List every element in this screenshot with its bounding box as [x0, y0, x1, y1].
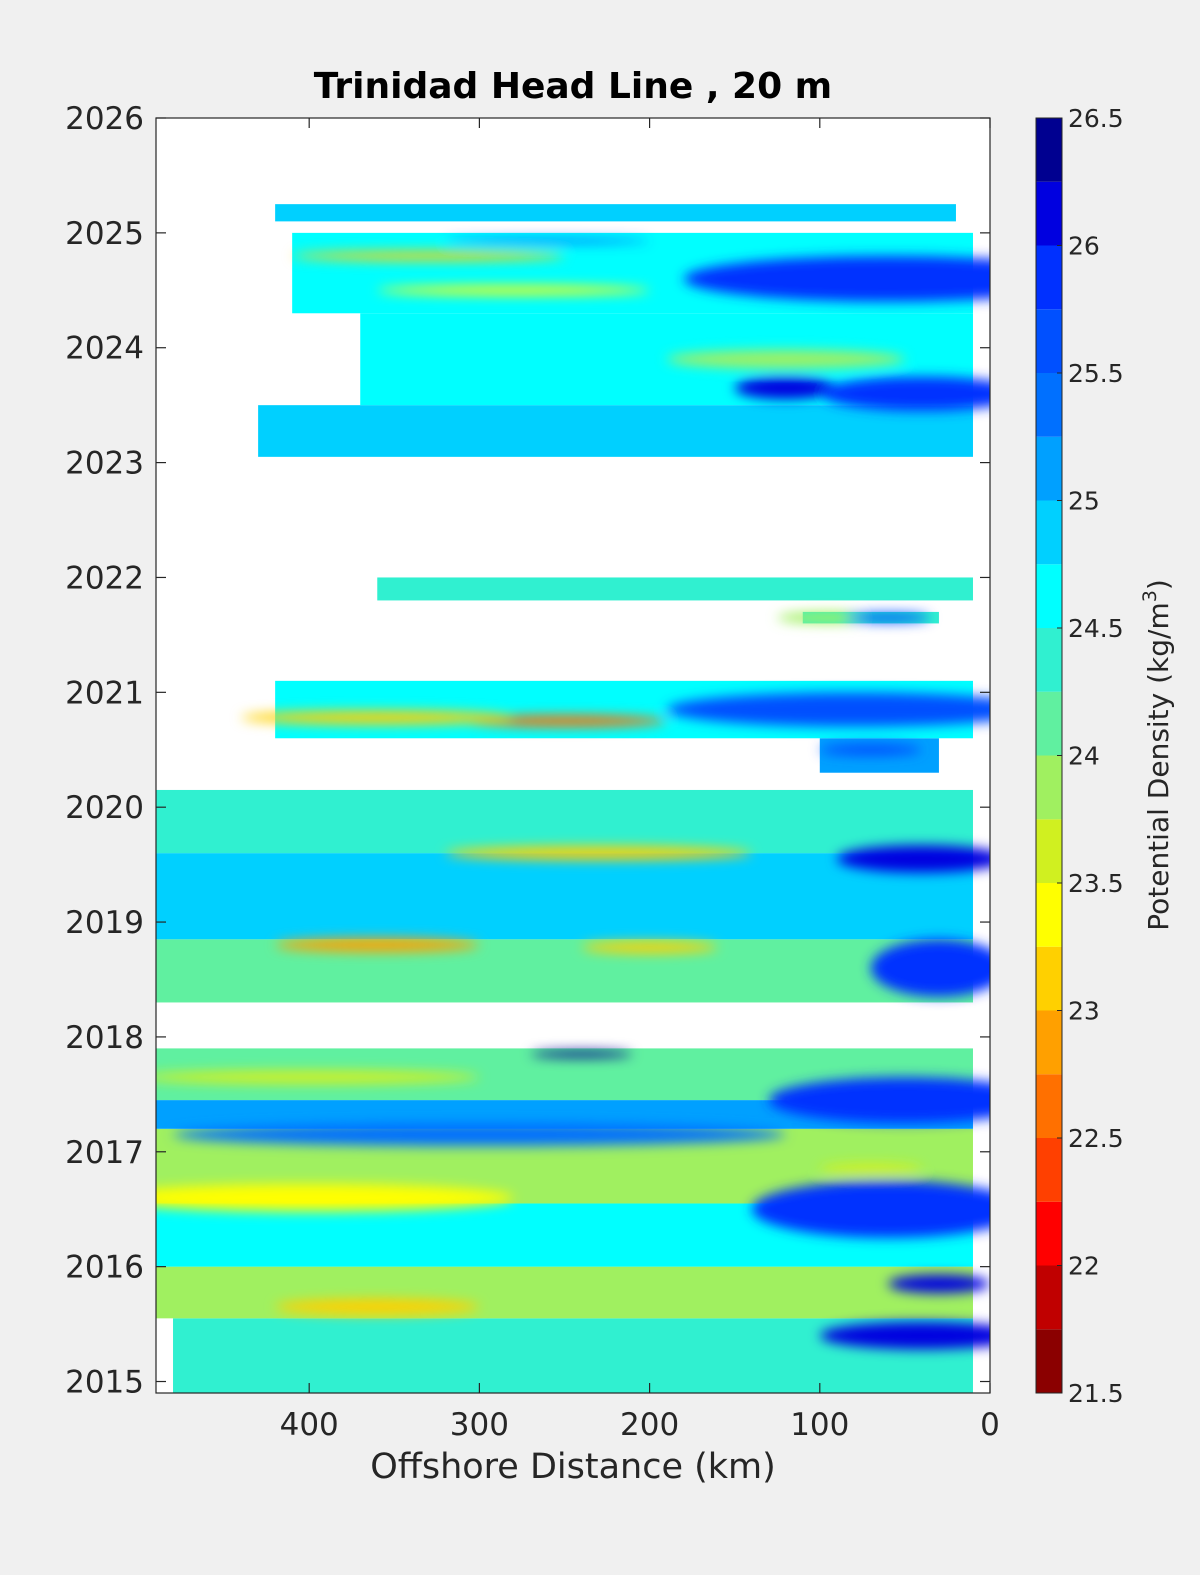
- density-feature-24: [683, 255, 990, 302]
- density-feature-27: [445, 238, 650, 244]
- colorbar-tick-label-25.5: 25.5: [1068, 359, 1124, 388]
- colorbar-tick-label-23: 23: [1068, 997, 1100, 1026]
- x-tick-label-400: 400: [280, 1407, 339, 1443]
- x-axis-label: Offshore Distance (km): [370, 1447, 776, 1487]
- plot-frame: [155, 117, 991, 1394]
- density-feature-23: [666, 350, 905, 369]
- x-tick-label-200: 200: [620, 1407, 679, 1443]
- colorbar-swatch-6: [1036, 946, 1062, 1011]
- survey-band-12: [377, 577, 973, 601]
- y-tick-label-2018: 2018: [65, 1020, 144, 1056]
- y-tick-label-2022: 2022: [65, 560, 144, 596]
- colorbar-swatch-10: [1036, 691, 1062, 756]
- density-feature-18: [819, 744, 922, 756]
- colorbar-swatch-17: [1036, 245, 1062, 310]
- y-tick-label-2020: 2020: [65, 790, 144, 826]
- colorbar: 21.5 22 22.5 23 23.5 24 24.5 25 25.5 26 26.5: [1035, 104, 1124, 1408]
- y-tick-label-2021: 2021: [65, 675, 144, 711]
- x-tick-label-300: 300: [450, 1407, 509, 1443]
- density-feature-14: [445, 846, 752, 861]
- density-feature-2: [887, 1274, 990, 1294]
- density-features: [156, 238, 990, 1350]
- colorbar-tick-label-22.5: 22.5: [1068, 1124, 1124, 1153]
- colorbar-swatch-5: [1036, 1010, 1062, 1075]
- density-feature-22: [819, 376, 990, 411]
- density-feature-11: [581, 941, 718, 954]
- colorbar-tick-label-24.5: 24.5: [1068, 614, 1124, 643]
- colorbar-swatch-15: [1036, 373, 1062, 437]
- colorbar-swatch-4: [1036, 1074, 1062, 1138]
- y-tick-label-2024: 2024: [65, 331, 144, 367]
- colorbar-tick-label-26.5: 26.5: [1068, 104, 1124, 133]
- density-feature-13: [836, 845, 990, 873]
- y-tick-label-2015: 2015: [65, 1365, 144, 1401]
- density-feature-26: [292, 251, 565, 261]
- density-feature-12: [870, 939, 990, 997]
- survey-band-9: [819, 738, 939, 773]
- density-feature-16: [241, 710, 514, 725]
- y-tick-label-2017: 2017: [65, 1135, 144, 1171]
- colorbar-label-main: Potential Density (kg/m: [1142, 602, 1175, 931]
- density-feature-9: [530, 1050, 633, 1058]
- density-feature-25: [377, 285, 650, 295]
- colorbar-swatch-19: [1036, 118, 1062, 182]
- colorbar-label-end: ): [1142, 579, 1175, 590]
- survey-band-13: [258, 405, 973, 457]
- colorbar-tick-label-25: 25: [1068, 487, 1100, 516]
- survey-band-16: [275, 204, 956, 222]
- survey-band-8: [156, 789, 973, 854]
- colorbar-swatch-1: [1036, 1265, 1062, 1330]
- colorbar-swatch-2: [1036, 1201, 1062, 1266]
- density-feature-10: [275, 938, 480, 952]
- colorbar-swatch-12: [1036, 564, 1062, 628]
- colorbar-swatch-13: [1036, 500, 1062, 565]
- colorbar-tick-label-26: 26: [1068, 232, 1100, 261]
- colorbar-swatch-0: [1036, 1329, 1062, 1393]
- density-feature-19: [777, 611, 880, 624]
- survey-band-6: [156, 939, 973, 1003]
- density-feature-3: [751, 1180, 990, 1238]
- density-feature-0: [275, 1298, 480, 1315]
- y-tick-label-2026: 2026: [65, 101, 144, 137]
- density-feature-15: [462, 715, 667, 727]
- survey-band-7: [156, 853, 973, 940]
- y-axis: 2015 2016 2017 2018 2019 2020 2021 2022 2023 2024…: [65, 101, 990, 1401]
- colorbar-swatch-14: [1036, 436, 1062, 501]
- y-tick-label-2023: 2023: [65, 446, 144, 482]
- colorbar-tick-label-23.5: 23.5: [1068, 869, 1124, 898]
- colorbar-swatch-3: [1036, 1138, 1062, 1202]
- colorbar-swatch-7: [1036, 883, 1062, 947]
- density-feature-4: [156, 1183, 514, 1212]
- y-tick-label-2025: 2025: [65, 216, 144, 252]
- x-tick-label-100: 100: [790, 1407, 849, 1443]
- colorbar-swatch-18: [1036, 181, 1062, 246]
- colorbar-label-sup: 3: [1139, 590, 1161, 602]
- density-feature-5: [819, 1163, 922, 1175]
- density-feature-1: [819, 1321, 990, 1350]
- colorbar-tick-label-22: 22: [1068, 1252, 1100, 1281]
- density-feature-17: [666, 692, 990, 727]
- density-feature-8: [156, 1070, 480, 1085]
- colorbar-tick-label-24: 24: [1068, 742, 1100, 771]
- colorbar-label: Potential Density (kg/m3): [1139, 579, 1175, 931]
- y-tick-label-2016: 2016: [65, 1250, 144, 1286]
- chart-title: Trinidad Head Line , 20 m: [314, 66, 832, 107]
- y-tick-label-2019: 2019: [65, 905, 144, 941]
- density-feature-20: [845, 613, 931, 623]
- colorbar-swatch-11: [1036, 628, 1062, 692]
- colorbar-swatch-16: [1036, 309, 1062, 373]
- x-axis: 400 300 200 100 0: [280, 118, 1000, 1443]
- x-tick-label-0: 0: [980, 1407, 1000, 1443]
- colorbar-tick-label-21.5: 21.5: [1068, 1379, 1124, 1408]
- density-feature-6: [173, 1123, 786, 1147]
- density-feature-21: [734, 376, 837, 400]
- colorbar-swatch-8: [1036, 819, 1062, 883]
- colorbar-swatch-9: [1036, 755, 1062, 820]
- survey-band-1: [156, 1266, 973, 1319]
- density-feature-7: [768, 1077, 990, 1124]
